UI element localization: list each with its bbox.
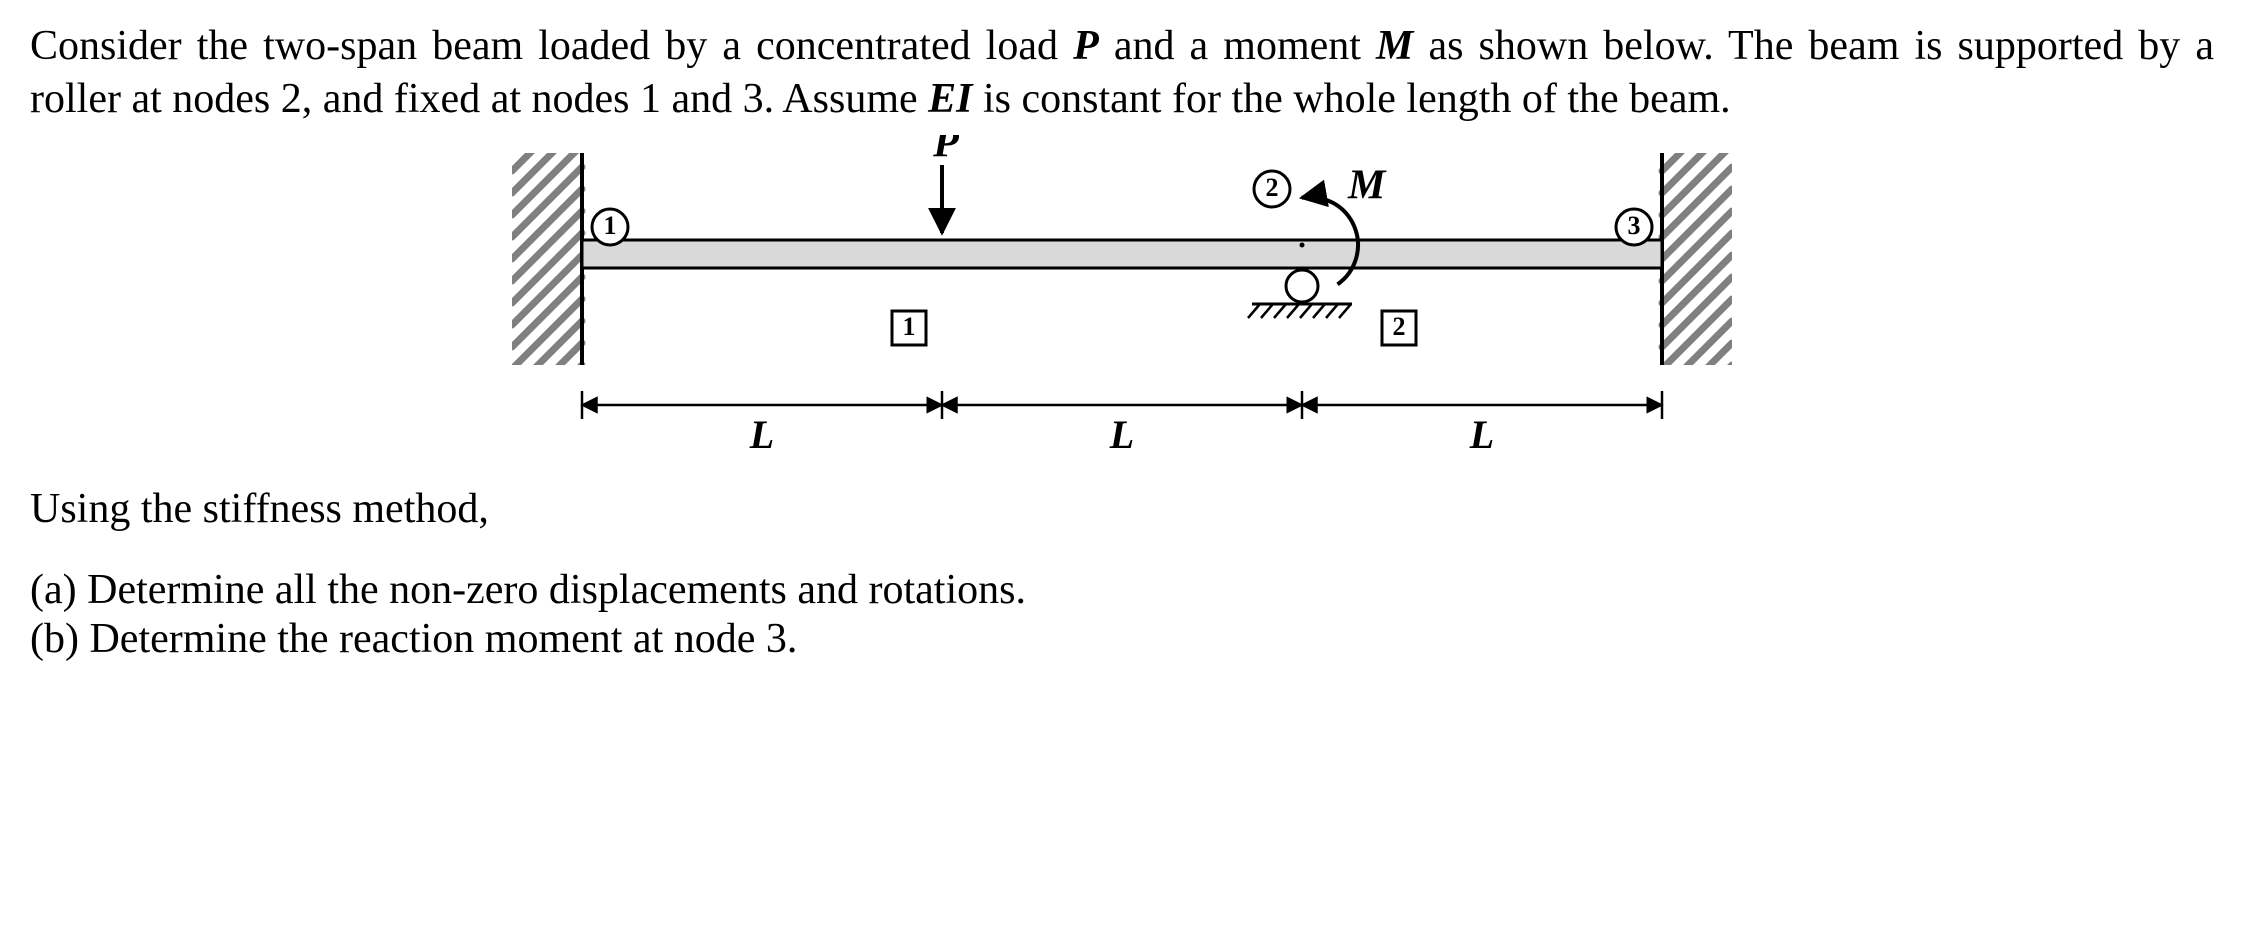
svg-text:L: L xyxy=(1469,412,1494,457)
problem-statement: Consider the two-span beam loaded by a c… xyxy=(30,20,2214,125)
beam-figure: P M 1 2 3 1 2 L L L xyxy=(502,135,1742,465)
svg-text:L: L xyxy=(1109,412,1134,457)
roller-support xyxy=(1286,270,1318,302)
svg-text:2: 2 xyxy=(1393,312,1406,341)
page: Consider the two-span beam loaded by a c… xyxy=(0,0,2244,936)
figure-wrap: P M 1 2 3 1 2 L L L xyxy=(30,135,2214,465)
beam xyxy=(582,240,1662,268)
svg-text:1: 1 xyxy=(903,312,916,341)
svg-text:L: L xyxy=(749,412,774,457)
svg-text:M: M xyxy=(1347,163,1387,209)
svg-text:1: 1 xyxy=(604,211,617,240)
symbol-M: M xyxy=(1376,23,1413,69)
fixed-support-left xyxy=(502,135,587,445)
para1-b: and a moment xyxy=(1099,23,1376,69)
question-b: (b) Determine the reaction moment at nod… xyxy=(30,615,2214,665)
svg-text:3: 3 xyxy=(1628,211,1641,240)
fixed-support-right xyxy=(1657,135,1742,445)
svg-text:P: P xyxy=(932,135,959,167)
symbol-EI: EI xyxy=(928,76,972,122)
para1-d: is constant for the whole length of the … xyxy=(973,76,1731,122)
symbol-P: P xyxy=(1073,23,1099,69)
question-a: (a) Determine all the non-zero displacem… xyxy=(30,566,2214,616)
subhead: Using the stiffness method, xyxy=(30,483,2214,536)
para1-a: Consider the two-span beam loaded by a c… xyxy=(30,23,1073,69)
svg-text:2: 2 xyxy=(1266,173,1279,202)
